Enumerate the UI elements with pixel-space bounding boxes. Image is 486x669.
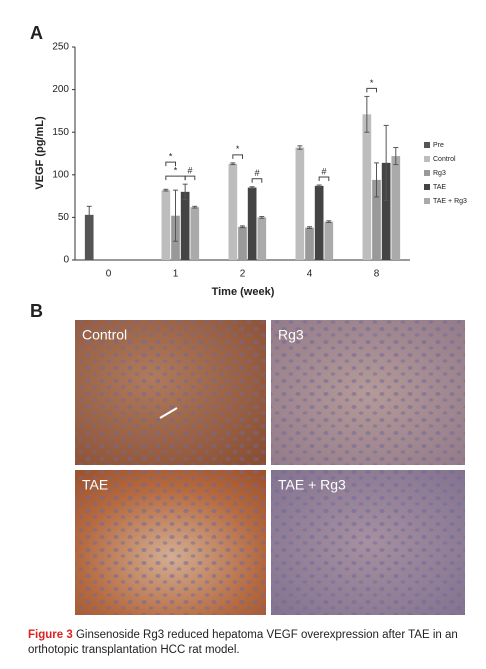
x-tick-label: 1 xyxy=(173,269,179,280)
bar xyxy=(257,217,267,260)
micrograph-label: Control xyxy=(82,327,127,343)
bar xyxy=(180,191,190,260)
y-tick-label: 0 xyxy=(63,255,69,266)
significance-bracket xyxy=(165,161,176,167)
legend-swatch xyxy=(424,184,430,190)
y-tick-label: 150 xyxy=(52,127,69,138)
texture xyxy=(271,320,465,465)
y-tick-label: 200 xyxy=(52,84,69,95)
texture xyxy=(75,470,266,615)
bar xyxy=(362,114,372,260)
significance-bracket xyxy=(318,176,330,182)
y-axis-label: VEGF (pg/mL) xyxy=(34,116,46,190)
bar xyxy=(190,207,200,260)
caption: Figure 3 Ginsenoside Rg3 reduced hepatom… xyxy=(28,628,478,658)
legend-swatch xyxy=(424,156,430,162)
y-tick-label: 50 xyxy=(58,212,70,223)
x-tick-label: 4 xyxy=(307,269,313,280)
figure: A B Control Rg3 TAE TAE + Rg3 Time (week… xyxy=(30,23,467,615)
caption-text: Ginsenoside Rg3 reduced hepatoma VEGF ov… xyxy=(28,629,458,656)
significance-label: * xyxy=(236,144,240,154)
panel-label: B xyxy=(30,301,43,321)
bar xyxy=(247,187,257,260)
x-tick-label: 2 xyxy=(240,269,246,280)
legend-label: Pre xyxy=(433,142,444,149)
caption-label: Figure 3 xyxy=(28,629,73,641)
legend-swatch xyxy=(424,198,430,204)
x-tick-label: 0 xyxy=(106,269,112,280)
significance-label: # xyxy=(321,166,326,176)
significance-bracket xyxy=(251,178,263,183)
significance-label: * xyxy=(174,166,178,176)
micrograph-grid: Control Rg3 TAE TAE + Rg3 xyxy=(75,320,465,615)
bar xyxy=(381,162,391,260)
significance-label: # xyxy=(187,166,192,176)
texture xyxy=(75,320,266,465)
bar xyxy=(314,185,324,260)
significance-bracket xyxy=(232,154,243,159)
micrograph-label: TAE + Rg3 xyxy=(278,477,346,493)
panel-label: A xyxy=(30,23,43,43)
arrow xyxy=(159,407,178,419)
bar xyxy=(84,214,94,260)
y-tick-label: 100 xyxy=(52,169,69,180)
bar xyxy=(161,190,171,260)
bar xyxy=(372,179,381,260)
bar xyxy=(295,147,305,260)
legend-label: Rg3 xyxy=(433,170,446,177)
y-tick-label: 250 xyxy=(52,42,69,53)
x-axis-label: Time (week) xyxy=(212,286,275,298)
micrograph-label: Rg3 xyxy=(278,327,304,343)
legend-swatch xyxy=(424,170,430,176)
bar xyxy=(324,221,334,260)
significance-bracket xyxy=(366,87,377,93)
significance-bracket xyxy=(165,175,186,181)
legend-label: TAE xyxy=(433,184,446,191)
significance-label: * xyxy=(370,78,374,88)
micrograph-label: TAE xyxy=(82,477,108,493)
bar xyxy=(238,226,247,260)
legend-label: Control xyxy=(433,156,456,163)
bar xyxy=(391,156,401,260)
bar xyxy=(228,163,238,260)
significance-label: # xyxy=(254,168,259,178)
significance-label: * xyxy=(169,152,173,162)
texture xyxy=(271,470,465,615)
x-tick-label: 8 xyxy=(374,269,380,280)
bar xyxy=(305,227,314,260)
significance-bracket xyxy=(184,175,196,181)
legend-label: TAE + Rg3 xyxy=(433,198,467,205)
legend-swatch xyxy=(424,142,430,148)
